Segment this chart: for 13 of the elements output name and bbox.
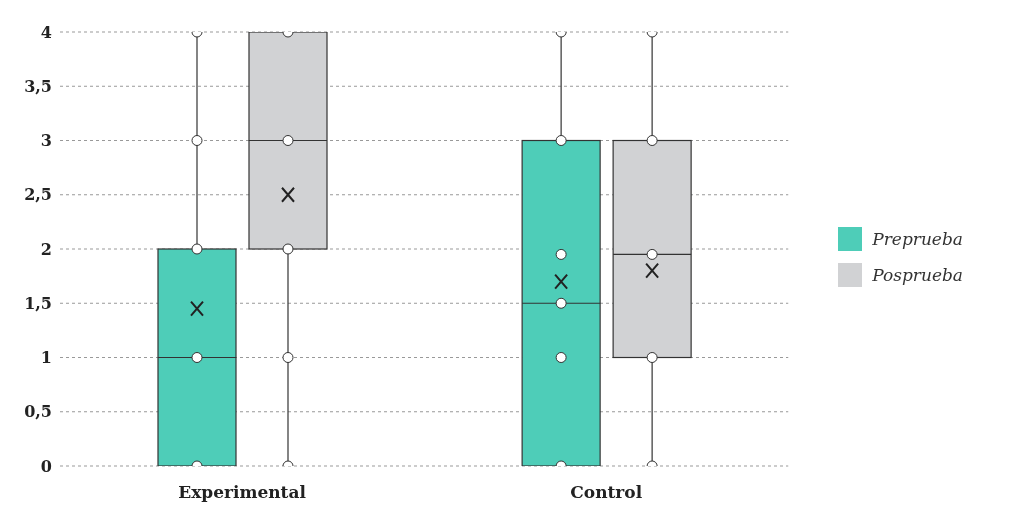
y-tick-label: 2,5 — [24, 185, 52, 205]
y-tick-label: 0 — [40, 456, 52, 476]
y-tick-label: 3 — [40, 131, 52, 151]
y-tick-label: 1,5 — [24, 293, 52, 313]
x-tick-label: Control — [570, 482, 643, 503]
y-tick-label: 0,5 — [24, 402, 52, 422]
y-tick-label: 2 — [40, 239, 52, 259]
y-tick-label: 1 — [40, 348, 52, 368]
legend-label: Preprueba — [872, 229, 963, 249]
y-tick-label: 3,5 — [24, 76, 52, 96]
y-tick-label: 4 — [40, 22, 52, 42]
legend-label: Posprueba — [872, 265, 963, 285]
x-tick-label: Experimental — [178, 482, 307, 503]
